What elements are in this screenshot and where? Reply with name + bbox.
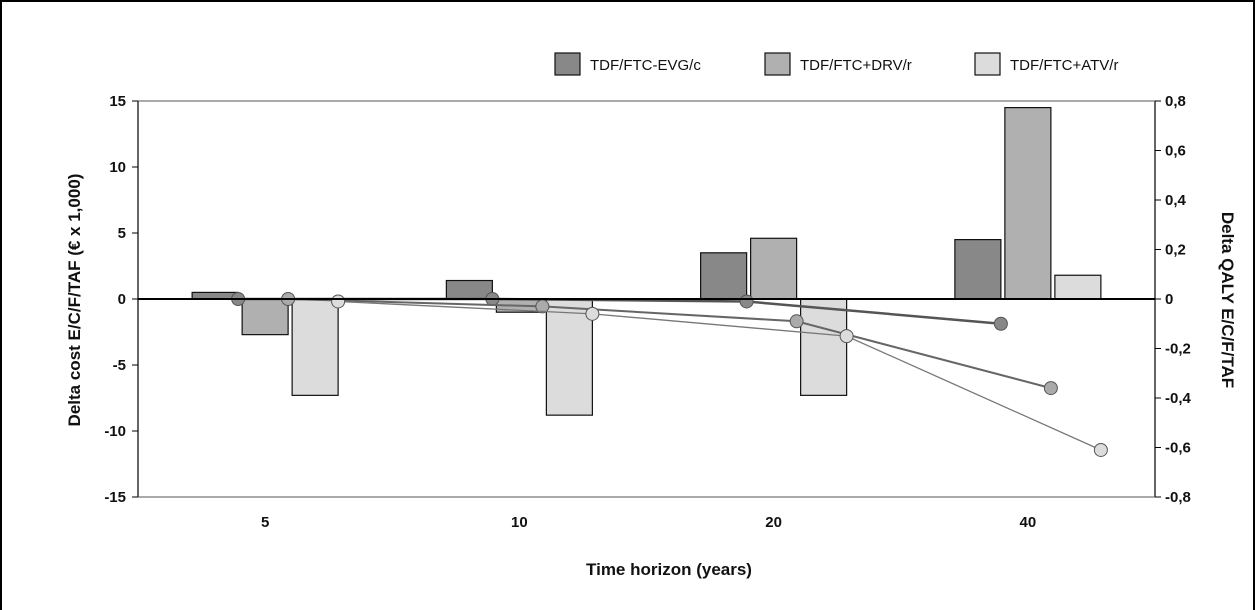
legend: TDF/FTC-EVG/c TDF/FTC+DRV/r TDF/FTC+ATV/r <box>554 52 1118 76</box>
qaly-series-line <box>338 300 1102 451</box>
legend-label: TDF/FTC-EVG/c <box>590 57 701 74</box>
bar <box>800 298 848 396</box>
bar <box>750 237 798 300</box>
x-axis-ticks: 5 10 20 40 <box>261 514 1036 531</box>
bar <box>445 279 493 300</box>
bar <box>954 239 1002 300</box>
bar <box>1054 274 1102 300</box>
qaly-point <box>993 316 1008 331</box>
legend-label: TDF/FTC+ATV/r <box>1010 57 1118 74</box>
legend-swatch <box>554 52 581 76</box>
right-tick-label: -0,4 <box>1165 390 1192 407</box>
qaly-series-line <box>288 298 1052 390</box>
left-tick-label: 5 <box>118 225 126 242</box>
qaly-point <box>585 306 600 321</box>
qaly-point <box>839 329 854 344</box>
x-tick-label: 10 <box>511 514 528 531</box>
x-tick-label: 20 <box>765 514 782 531</box>
right-tick-label: 0 <box>1165 291 1173 308</box>
bars <box>191 106 1102 416</box>
right-tick-label: 0,2 <box>1165 242 1186 259</box>
right-tick-label: -0,2 <box>1165 341 1191 358</box>
left-axis-ticks: 15 10 5 0 -5 -10 -15 <box>104 93 138 506</box>
bar <box>241 298 289 336</box>
bar <box>545 298 593 416</box>
left-tick-label: 0 <box>118 291 126 308</box>
qaly-point <box>1043 381 1058 396</box>
left-tick-label: -15 <box>104 489 126 506</box>
right-tick-label: -0,8 <box>1165 489 1191 506</box>
qaly-point <box>739 294 754 309</box>
right-tick-label: -0,6 <box>1165 440 1191 457</box>
right-tick-label: 0,4 <box>1165 192 1187 209</box>
qaly-point <box>789 314 804 329</box>
left-axis-title: Delta cost E/C/F/TAF (€ x 1,000) <box>65 174 84 427</box>
right-tick-label: 0,6 <box>1165 143 1186 160</box>
legend-label: TDF/FTC+DRV/r <box>800 57 912 74</box>
qaly-lines <box>231 292 1108 457</box>
bar <box>700 252 748 300</box>
legend-swatch <box>974 52 1001 76</box>
left-tick-label: 15 <box>109 93 126 110</box>
x-tick-label: 5 <box>261 514 269 531</box>
left-tick-label: -5 <box>113 357 126 374</box>
bar <box>291 298 339 396</box>
right-axis-ticks: 0,8 0,6 0,4 0,2 0 -0,2 -0,4 -0,6 -0,8 <box>1155 93 1192 506</box>
right-tick-label: 0,8 <box>1165 93 1186 110</box>
bar <box>1004 106 1052 300</box>
x-axis-title: Time horizon (years) <box>586 560 752 579</box>
x-tick-label: 40 <box>1020 514 1037 531</box>
qaly-point <box>1093 442 1108 457</box>
axes <box>137 100 1156 498</box>
legend-swatch <box>764 52 791 76</box>
left-tick-label: 10 <box>109 159 126 176</box>
qaly-point <box>331 294 346 309</box>
right-axis-title: Delta QALY E/C/F/TAF <box>1218 212 1237 388</box>
left-tick-label: -10 <box>104 423 126 440</box>
